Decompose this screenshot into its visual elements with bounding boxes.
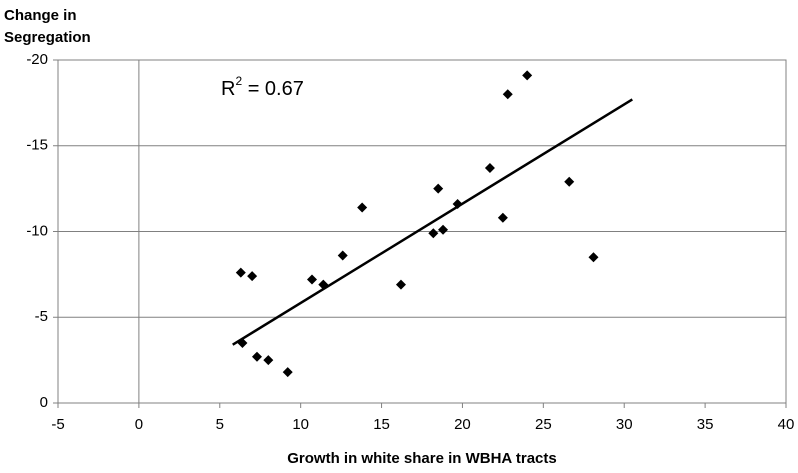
x-tick-label: 15 bbox=[373, 416, 390, 433]
y-tick-label: -20 bbox=[26, 51, 48, 68]
trend-line bbox=[232, 98, 633, 346]
scatter-point bbox=[433, 183, 444, 194]
scatter-point bbox=[588, 252, 599, 263]
scatter-point bbox=[282, 367, 293, 378]
scatter-point bbox=[522, 70, 533, 81]
annotation-sup: 2 bbox=[235, 74, 242, 88]
scatter-point bbox=[235, 267, 246, 278]
scatter-point bbox=[497, 212, 508, 223]
scatter-point bbox=[438, 224, 449, 235]
scatter-point bbox=[428, 228, 439, 239]
x-tick-label: 0 bbox=[135, 416, 143, 433]
scatter-point bbox=[395, 279, 406, 290]
scatter-point bbox=[263, 355, 274, 366]
x-tick-label: 40 bbox=[778, 416, 795, 433]
x-tick-label: 20 bbox=[454, 416, 471, 433]
scatter-point bbox=[337, 250, 348, 261]
y-tick-label: -5 bbox=[35, 308, 48, 325]
annotation: R2 = 0.67 bbox=[221, 74, 304, 100]
y-tick-label: 0 bbox=[40, 394, 48, 411]
scatter-point bbox=[564, 176, 575, 187]
y-axis-title: Segregation bbox=[4, 29, 91, 46]
scatter-point bbox=[247, 271, 258, 282]
scatter-point bbox=[357, 202, 368, 213]
x-axis-title: Growth in white share in WBHA tracts bbox=[287, 450, 556, 467]
x-tick-label: 30 bbox=[616, 416, 633, 433]
x-tick-label: 25 bbox=[535, 416, 552, 433]
annotation-rest: = 0.67 bbox=[242, 78, 304, 100]
scatter-point bbox=[502, 89, 513, 100]
annotation-base: R bbox=[221, 78, 235, 100]
scatter-point bbox=[306, 274, 317, 285]
x-tick-label: 35 bbox=[697, 416, 714, 433]
x-tick-label: -5 bbox=[51, 416, 64, 433]
y-tick-label: -10 bbox=[26, 222, 48, 239]
y-axis-title: Change in bbox=[4, 7, 77, 24]
scatter-point bbox=[484, 163, 495, 174]
x-tick-label: 5 bbox=[216, 416, 224, 433]
x-tick-label: 10 bbox=[292, 416, 309, 433]
scatter-point bbox=[251, 351, 262, 362]
y-tick-label: -15 bbox=[26, 137, 48, 154]
